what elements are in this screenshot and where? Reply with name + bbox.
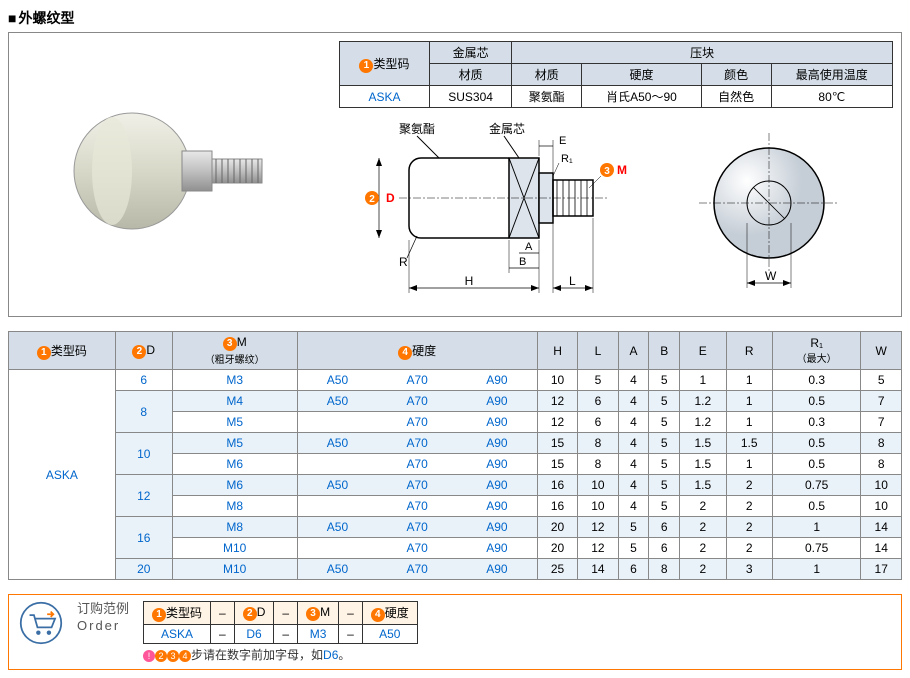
order-note: !234步请在数字前加字母，如D6。	[143, 646, 418, 663]
order-example-box: 订购范例 Order 1类型码–2D–3M–4硬度 ASKA–D6–M3–A50…	[8, 594, 902, 670]
order-label: 订购范例 Order	[77, 601, 129, 635]
svg-text:B: B	[519, 256, 526, 268]
spec-table: 1类型码 金属芯 压块 材质 材质 硬度 颜色 最高使用温度 ASKA SUS3…	[339, 41, 893, 108]
svg-text:E: E	[559, 135, 566, 147]
svg-text:聚氨酯: 聚氨酯	[399, 122, 435, 136]
svg-text:A: A	[525, 241, 533, 253]
order-table: 1类型码–2D–3M–4硬度 ASKA–D6–M3–A50	[143, 601, 418, 644]
table-row: 16M8A50A70A9020125622114	[9, 517, 902, 538]
svg-text:W: W	[765, 269, 777, 283]
product-photo	[17, 41, 327, 281]
table-row: ASKA6M3A50A70A9010545110.35	[9, 370, 902, 391]
top-section: 1类型码 金属芯 压块 材质 材质 硬度 颜色 最高使用温度 ASKA SUS3…	[8, 32, 902, 317]
svg-text:3: 3	[604, 166, 610, 177]
cart-icon	[19, 601, 63, 645]
dimension-table: 1类型码 2D 3M（粗牙螺纹） 4硬度 H L A B E R R₁（最大） …	[8, 331, 902, 580]
technical-diagrams: 聚氨酯 金属芯	[339, 118, 893, 308]
table-row: 8M4A50A70A90126451.210.57	[9, 391, 902, 412]
page-title: 外螺纹型	[8, 8, 902, 28]
badge-1: 1	[359, 59, 373, 73]
svg-text:M: M	[617, 163, 627, 177]
svg-text:H: H	[465, 274, 474, 288]
svg-text:D: D	[386, 191, 395, 205]
svg-text:L: L	[569, 274, 576, 288]
code-cell: ASKA	[9, 370, 116, 580]
table-row: 12M6A50A70A901610451.520.7510	[9, 475, 902, 496]
spec-code: ASKA	[340, 86, 430, 108]
svg-text:R: R	[399, 255, 408, 269]
table-row: 10M5A50A70A90158451.51.50.58	[9, 433, 902, 454]
svg-text:2: 2	[369, 194, 375, 205]
end-view-diagram: W	[679, 123, 859, 303]
table-row: 20M10A50A70A9025146823117	[9, 559, 902, 580]
svg-text:R₁: R₁	[561, 153, 573, 165]
svg-text:金属芯: 金属芯	[489, 121, 525, 136]
side-view-diagram: 聚氨酯 金属芯	[339, 118, 659, 308]
